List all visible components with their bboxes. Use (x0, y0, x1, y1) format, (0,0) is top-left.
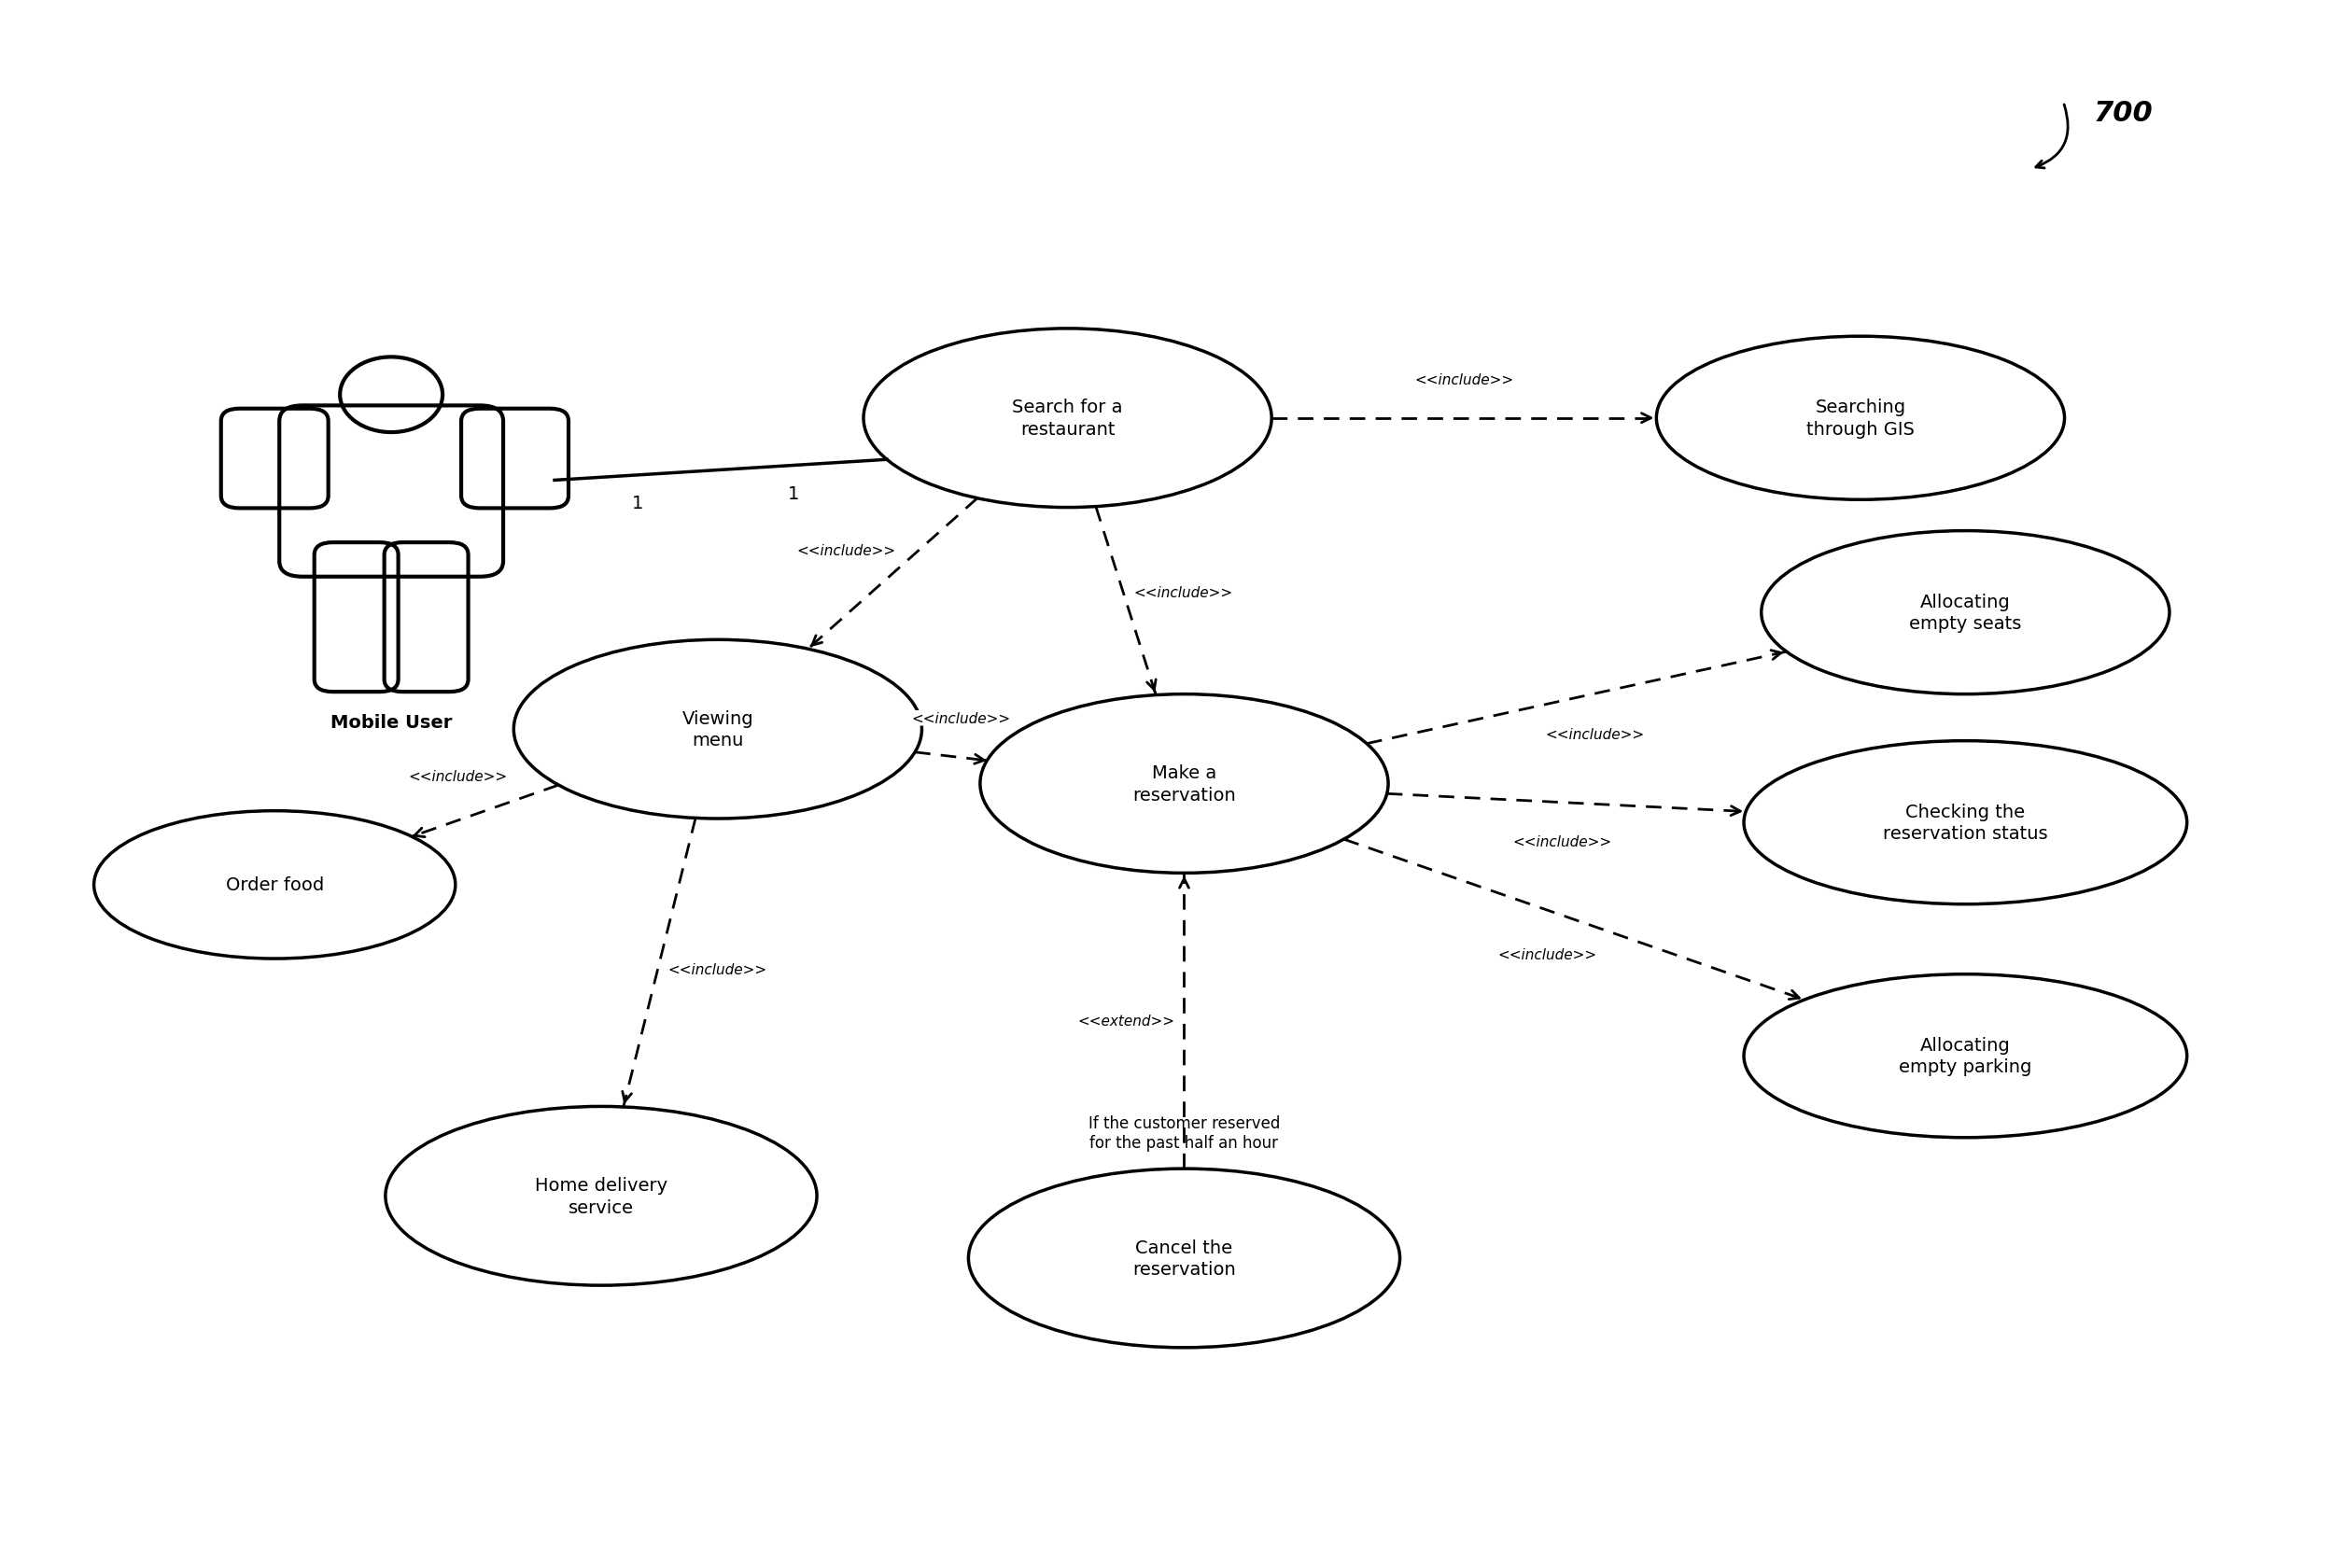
Text: Allocating
empty seats: Allocating empty seats (1909, 593, 2021, 633)
Text: Home delivery
service: Home delivery service (535, 1176, 668, 1215)
Text: <<include>>: <<include>> (1414, 373, 1513, 387)
Text: <<extend>>: <<extend>> (1076, 1014, 1175, 1029)
Text: Searching
through GIS: Searching through GIS (1806, 398, 1914, 439)
Text: <<include>>: <<include>> (797, 544, 896, 558)
Text: <<include>>: <<include>> (1133, 586, 1233, 601)
Text: Order food: Order food (225, 877, 324, 894)
Text: 1: 1 (631, 495, 643, 513)
Text: <<include>>: <<include>> (1498, 947, 1597, 961)
Text: Allocating
empty parking: Allocating empty parking (1899, 1036, 2031, 1076)
Text: <<include>>: <<include>> (408, 770, 507, 784)
Text: <<include>>: <<include>> (1513, 834, 1611, 848)
Text: Search for a
restaurant: Search for a restaurant (1013, 398, 1123, 439)
Text: Checking the
reservation status: Checking the reservation status (1883, 803, 2047, 842)
Text: If the customer reserved
for the past half an hour: If the customer reserved for the past ha… (1088, 1115, 1280, 1151)
Text: Mobile User: Mobile User (331, 713, 453, 732)
Text: <<include>>: <<include>> (668, 963, 767, 977)
Text: <<include>>: <<include>> (912, 712, 1011, 726)
Text: Viewing
menu: Viewing menu (682, 710, 753, 750)
Text: Make a
reservation: Make a reservation (1133, 764, 1236, 804)
Text: <<include>>: <<include>> (1545, 728, 1644, 742)
Text: 1: 1 (788, 485, 800, 503)
Text: Cancel the
reservation: Cancel the reservation (1133, 1239, 1236, 1278)
Text: 700: 700 (2094, 100, 2153, 127)
